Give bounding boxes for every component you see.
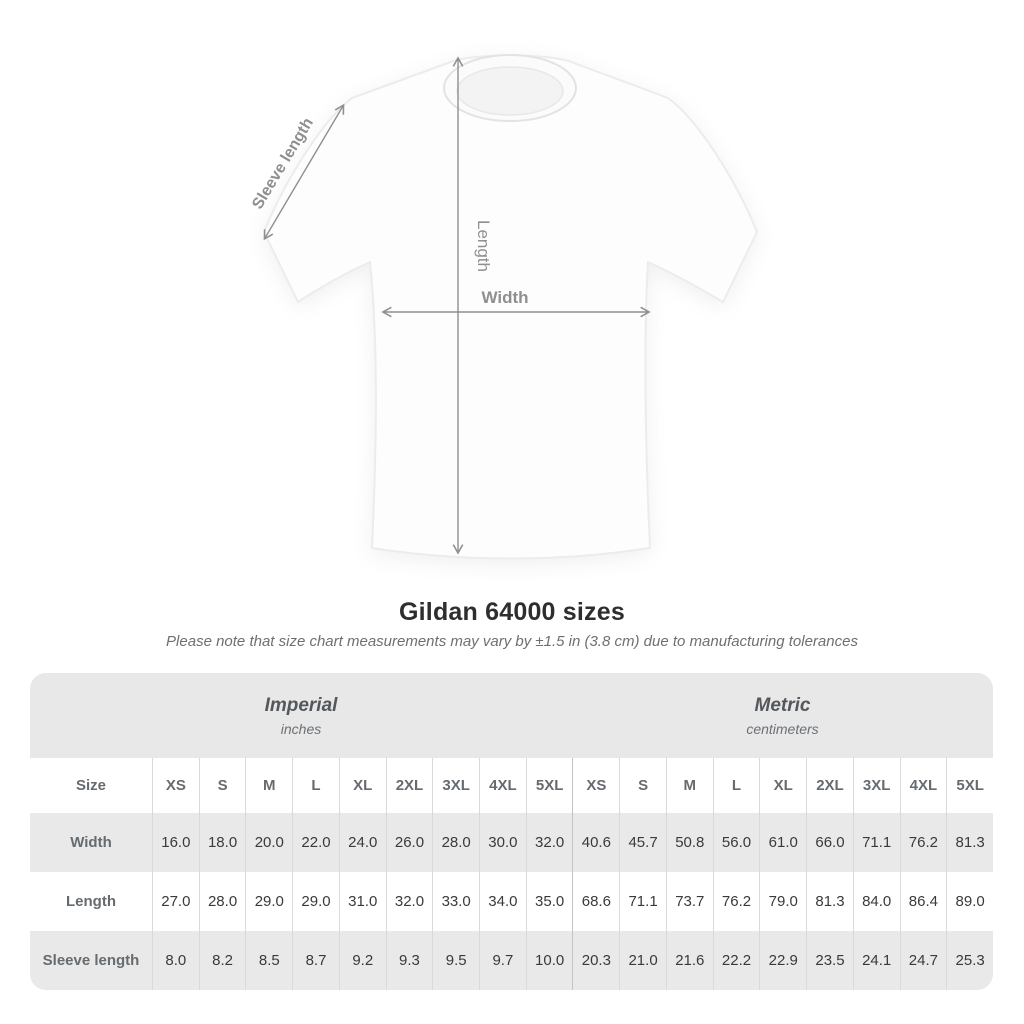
value-cell-metric-4xl: 86.4 [899,872,947,931]
size-col-imperial-3xl: 3XL [432,758,479,813]
size-col-metric-4xl: 4XL [899,758,947,813]
value-cell-imperial-m: 8.5 [245,931,292,990]
metric-label: Metric [754,694,811,716]
size-col-imperial-xl: XL [338,758,386,813]
value-cell-metric-4xl: 24.7 [899,931,947,990]
value-cell-metric-xl: 79.0 [759,872,806,931]
size-col-metric-xl: XL [759,758,806,813]
value-cell-metric-m: 73.7 [665,872,713,931]
size-col-imperial-4xl: 4XL [479,758,526,813]
value-cell-imperial-l: 22.0 [292,813,339,872]
value-cell-imperial-5xl: 10.0 [525,931,573,990]
size-corner-label: Size [75,777,106,794]
size-col-imperial-xs: XS [152,758,199,813]
value-cell-metric-2xl: 66.0 [806,813,853,872]
size-col-imperial-l: L [292,758,339,813]
imperial-unit: inches [280,720,322,737]
size-col-metric-s: S [619,758,666,813]
unit-header-band: Imperial inches Metric centimeters [30,673,993,758]
value-cell-imperial-m: 20.0 [245,813,292,872]
size-header-row: Size XS S M L XL 2XL 3XL 4XL 5XL XS S M L XL 2XL 3XL 4XL… [30,758,993,813]
size-col-metric-5xl: 5XL [946,758,993,813]
value-cell-metric-l: 56.0 [712,813,760,872]
value-cell-imperial-2xl: 32.0 [385,872,433,931]
size-col-metric-m: M [665,758,713,813]
value-cell-metric-xl: 61.0 [759,813,806,872]
value-cell-metric-m: 21.6 [665,931,713,990]
table-row-sleeve-length: Sleeve length 8.0 8.2 8.5 8.7 9.2 9.3 9.5 9.7 10.… [30,931,993,990]
value-cell-imperial-s: 8.2 [198,931,246,990]
value-cell-metric-l: 22.2 [712,931,760,990]
table-row-length: Length 27.0 28.0 29.0 29.0 31.0 32.0 33.0 34.0 35… [30,872,993,931]
value-cell-imperial-l: 8.7 [292,931,339,990]
size-table: Imperial inches Metric centimeters Size … [30,673,993,990]
imperial-label: Imperial [264,694,338,716]
value-cell-imperial-3xl: 28.0 [432,813,479,872]
value-cell-imperial-xl: 31.0 [338,872,386,931]
size-col-metric-3xl: 3XL [852,758,900,813]
value-cell-metric-3xl: 71.1 [852,813,900,872]
value-cell-imperial-5xl: 35.0 [525,872,573,931]
size-col-imperial-m: M [245,758,292,813]
value-cell-imperial-xl: 24.0 [338,813,386,872]
value-cell-metric-4xl: 76.2 [899,813,947,872]
value-cell-metric-xs: 40.6 [572,813,619,872]
size-col-metric-xs: XS [572,758,619,813]
value-cell-metric-m: 50.8 [665,813,713,872]
value-cell-imperial-3xl: 33.0 [432,872,479,931]
value-cell-metric-2xl: 81.3 [806,872,853,931]
row-label: Width [70,834,112,851]
size-col-metric-2xl: 2XL [806,758,853,813]
value-cell-imperial-2xl: 26.0 [385,813,433,872]
value-cell-metric-s: 45.7 [619,813,666,872]
imperial-header: Imperial inches [30,673,572,758]
value-cell-imperial-5xl: 32.0 [525,813,573,872]
size-col-imperial-2xl: 2XL [385,758,433,813]
size-col-imperial-5xl: 5XL [525,758,573,813]
value-cell-metric-xl: 22.9 [759,931,806,990]
metric-header: Metric centimeters [572,673,993,758]
value-cell-metric-5xl: 89.0 [946,872,993,931]
value-cell-imperial-4xl: 30.0 [479,813,526,872]
value-cell-metric-l: 76.2 [712,872,760,931]
value-cell-metric-3xl: 24.1 [852,931,900,990]
value-cell-imperial-xs: 8.0 [152,931,199,990]
size-col-imperial-s: S [198,758,246,813]
value-cell-metric-s: 21.0 [619,931,666,990]
sleeve-length-arrow [263,103,345,241]
table-row-width: Width 16.0 18.0 20.0 22.0 24.0 26.0 28.0 30.0 32.… [30,813,993,872]
value-cell-imperial-l: 29.0 [292,872,339,931]
value-cell-imperial-4xl: 9.7 [479,931,526,990]
value-cell-imperial-s: 18.0 [198,813,246,872]
collar-inner [456,66,564,116]
value-cell-imperial-s: 28.0 [198,872,246,931]
tolerance-note: Please note that size chart measurements… [166,633,858,650]
value-cell-metric-5xl: 81.3 [946,813,993,872]
value-cell-metric-xs: 68.6 [572,872,619,931]
tshirt-measurement-diagram: Sleeve length Length Width [249,54,758,560]
value-cell-metric-3xl: 84.0 [852,872,900,931]
value-cell-metric-s: 71.1 [619,872,666,931]
value-cell-imperial-xl: 9.2 [338,931,386,990]
metric-unit: centimeters [746,720,819,737]
width-label: Width [481,288,528,307]
page-title: Gildan 64000 sizes [399,598,625,626]
value-cell-imperial-m: 29.0 [245,872,292,931]
value-cell-metric-xs: 20.3 [572,931,619,990]
value-cell-metric-2xl: 23.5 [806,931,853,990]
value-cell-imperial-3xl: 9.5 [432,931,479,990]
value-cell-metric-5xl: 25.3 [946,931,993,990]
value-cell-imperial-4xl: 34.0 [479,872,526,931]
row-label: Sleeve length [42,952,140,969]
length-label: Length [474,220,493,272]
row-label: Length [66,893,116,910]
value-cell-imperial-2xl: 9.3 [385,931,433,990]
value-cell-imperial-xs: 27.0 [152,872,199,931]
size-col-metric-l: L [712,758,760,813]
value-cell-imperial-xs: 16.0 [152,813,199,872]
